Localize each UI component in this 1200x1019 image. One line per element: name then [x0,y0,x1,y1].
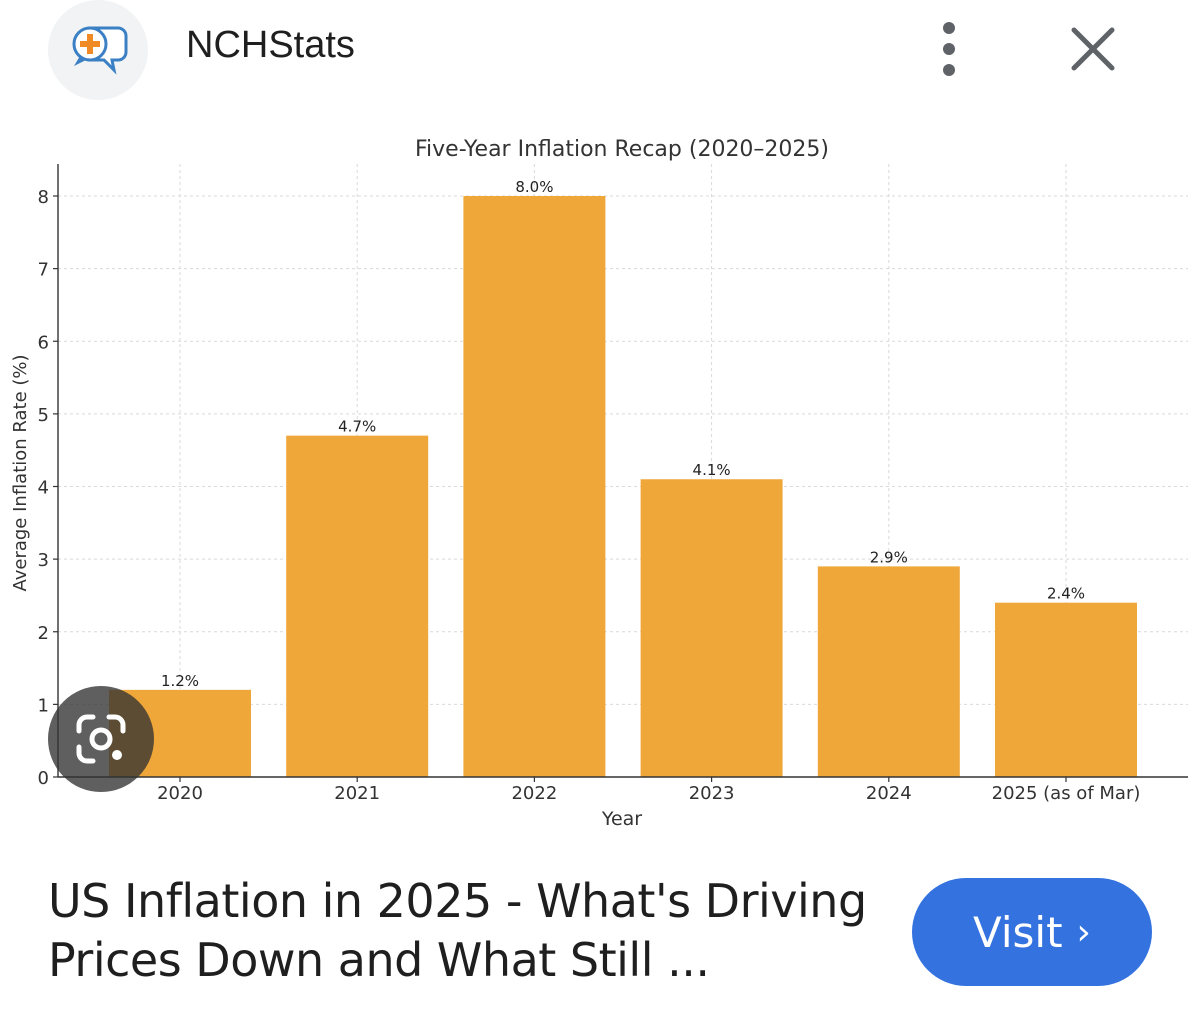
bar-2021 [286,435,429,777]
chat-bubbles-plus-icon [72,26,128,75]
bar-data-label: 4.7% [338,418,376,436]
bar-2023 [640,479,783,777]
visit-button[interactable]: Visit › [912,878,1152,986]
bar-data-label: 2.4% [1047,585,1085,603]
y-tick-label: 2 [38,623,49,644]
lens-search-button[interactable] [48,686,154,792]
site-favicon[interactable] [48,0,148,100]
close-icon [1071,27,1115,71]
bar-chart: Five-Year Inflation Recap (2020–2025) Av… [10,137,1188,830]
y-tick-label: 6 [38,332,49,353]
x-tick-label: 2022 [511,783,557,804]
y-tick-label: 1 [38,695,49,716]
y-tick-label: 0 [38,768,49,789]
x-tick-label: 2024 [866,783,912,804]
y-axis-label: Average Inflation Rate (%) [10,354,31,591]
bar-data-label: 4.1% [693,461,731,479]
bar-2022 [463,196,606,777]
y-tick-label: 7 [38,260,49,281]
x-tick-label: 2025 (as of Mar) [992,783,1141,804]
x-tick-label: 2023 [689,783,735,804]
google-lens-icon [76,714,126,764]
bar-data-label: 1.2% [161,672,199,690]
y-tick-label: 4 [38,478,49,499]
chart-image[interactable]: Five-Year Inflation Recap (2020–2025) Av… [0,100,1200,840]
chart-title: Five-Year Inflation Recap (2020–2025) [415,137,829,162]
bar-data-label: 2.9% [870,548,908,566]
result-title-link[interactable]: US Inflation in 2025 - What's Driving Pr… [48,872,888,990]
bar-data-label: 8.0% [515,178,553,196]
more-options-button[interactable] [920,18,978,80]
more-vert-dot [943,43,955,55]
result-title-line-2: Prices Down and What Still ... [48,933,710,987]
more-vert-dot [943,64,955,76]
x-tick-label: 2020 [157,783,203,804]
bar-2025 [995,602,1137,777]
visit-label: Visit [973,907,1063,957]
y-tick-label: 5 [38,405,49,426]
result-header: NCHStats [0,0,1200,100]
x-axis-label: Year [601,808,642,830]
y-tick-label: 3 [38,550,49,571]
x-tick-label: 2021 [334,783,380,804]
result-title-line-1: US Inflation in 2025 - What's Driving [48,874,867,928]
more-vert-icon [943,22,955,34]
chevron-right-icon: › [1076,911,1091,953]
close-button[interactable] [1058,22,1128,76]
y-tick-label: 8 [38,187,49,208]
site-name[interactable]: NCHStats [186,24,355,66]
bar-2024 [817,566,960,777]
